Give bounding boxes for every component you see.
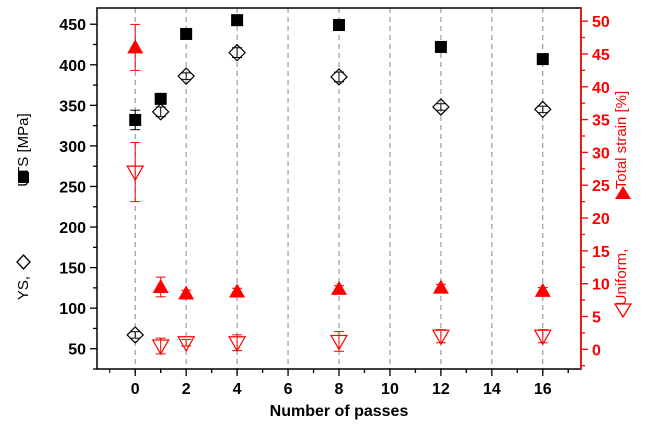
data-point (432, 98, 450, 116)
data-point (231, 14, 244, 27)
data-point (177, 336, 196, 352)
series-uts (129, 14, 549, 131)
x-tick-label: 2 (182, 381, 191, 398)
series-uniform (126, 142, 552, 356)
data-point (180, 27, 193, 40)
y-right-title-part2: Total strain [%] (613, 91, 630, 189)
data-point (154, 92, 167, 105)
y-right-tick-label: 25 (592, 178, 610, 195)
data-point (434, 40, 447, 53)
data-point (151, 102, 170, 121)
data-point (177, 67, 196, 85)
y-right-title: Total strain [%] Uniform, (613, 91, 630, 306)
data-point (330, 68, 348, 86)
y-left-title-part2: UTS [MPa] (15, 113, 32, 186)
data-point (229, 283, 246, 298)
x-tick-label: 0 (131, 381, 140, 398)
y-left-tick-label: 100 (59, 301, 86, 318)
data-point (126, 326, 145, 344)
data-point (228, 336, 247, 352)
series-total-strain (127, 23, 551, 300)
data-point (533, 329, 552, 346)
y-left-tick-label: 50 (68, 342, 86, 359)
legend-uts-marker (18, 172, 29, 183)
y-right-tick-label: 45 (592, 47, 610, 64)
x-tick-label: 4 (233, 381, 242, 398)
y-left-tick-label: 450 (59, 17, 86, 34)
x-tick-label: 10 (381, 381, 399, 398)
y-left-tick-label: 400 (59, 58, 86, 75)
y-right-tick-label: 40 (592, 80, 610, 97)
y-left-tick-label: 300 (59, 139, 86, 156)
data-point (228, 43, 246, 62)
y-right-tick-label: 35 (592, 113, 610, 130)
x-tick-label: 16 (534, 381, 552, 398)
data-point (533, 100, 552, 119)
data-point (127, 39, 144, 54)
data-point (126, 165, 145, 182)
data-point (329, 334, 349, 351)
legend-total-marker (615, 186, 631, 199)
y-left-title: UTS [MPa] YS, (15, 113, 32, 300)
axes-ticks: 0 2 4 6 8 10 12 14 16 50 100 150 200 250 300 350 400 450 0… (59, 14, 610, 398)
data-point (333, 19, 345, 32)
legend-uniform-marker (613, 303, 633, 319)
y-right-tick-label: 15 (592, 244, 610, 261)
y-left-tick-label: 200 (59, 220, 86, 237)
data-point (152, 278, 169, 293)
grid-lines (134, 8, 544, 369)
y-right-tick-label: 10 (592, 277, 610, 294)
x-tick-label: 6 (284, 381, 293, 398)
y-left-tick-label: 350 (59, 98, 86, 115)
data-point (431, 329, 450, 346)
series-ys (126, 43, 552, 344)
data-point (178, 285, 195, 300)
y-right-tick-label: 50 (592, 14, 610, 31)
y-right-tick-label: 0 (592, 342, 601, 359)
data-point (534, 282, 551, 297)
y-right-title-part1: Uniform, (613, 249, 630, 306)
y-right-tick-label: 20 (592, 211, 610, 228)
y-left-title-part1: YS, (15, 276, 32, 300)
data-point (536, 53, 549, 66)
data-point (129, 113, 142, 126)
data-point (331, 280, 347, 295)
series-layer (126, 14, 552, 356)
x-tick-label: 12 (432, 381, 450, 398)
data-point (151, 339, 170, 356)
y-right-tick-label: 30 (592, 145, 610, 162)
x-tick-label: 14 (483, 381, 501, 398)
legend-ys-marker (16, 254, 31, 270)
y-left-tick-label: 250 (59, 179, 86, 196)
y-left-tick-label: 150 (59, 261, 86, 278)
x-tick-label: 8 (335, 381, 344, 398)
y-right-tick-label: 5 (592, 309, 601, 326)
x-axis-title: Number of passes (270, 403, 409, 420)
data-point (432, 279, 449, 294)
